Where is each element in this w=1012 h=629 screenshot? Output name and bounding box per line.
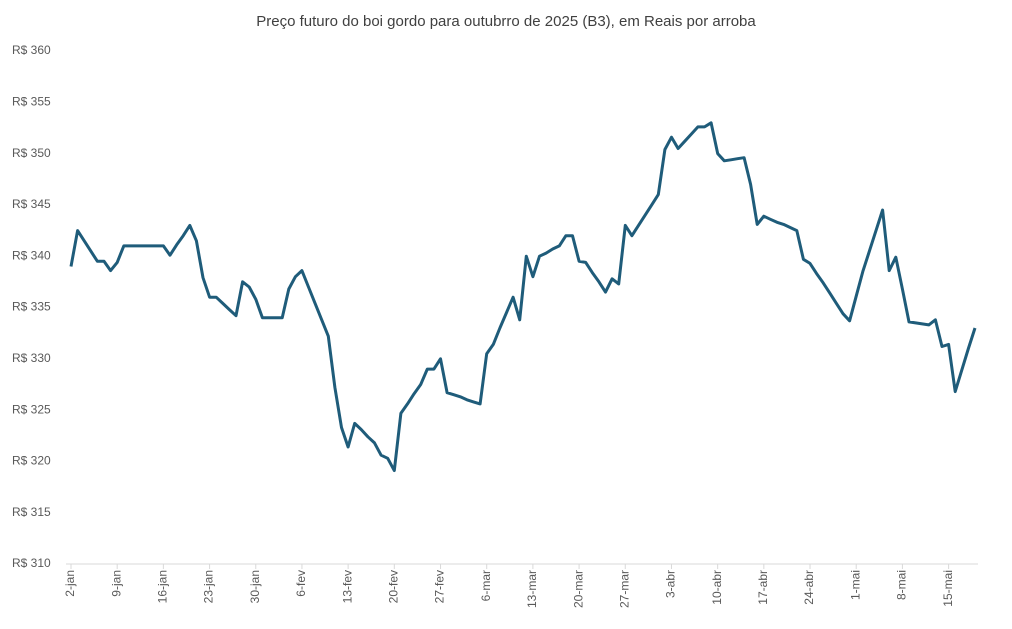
x-tick-label: 2-jan: [63, 570, 77, 597]
y-tick-label: R$ 315: [12, 505, 51, 519]
x-tick-label: 6-mar: [479, 570, 493, 601]
x-tick-label: 20-fev: [387, 570, 401, 603]
chart-title: Preço futuro do boi gordo para outubrro …: [256, 13, 756, 30]
x-tick-label: 8-mai: [895, 570, 909, 600]
y-tick-label: R$ 330: [12, 351, 51, 365]
y-tick-label: R$ 320: [12, 454, 51, 468]
x-tick-label: 15-mai: [941, 570, 955, 607]
y-tick-label: R$ 310: [12, 556, 51, 570]
x-tick-label: 20-mar: [571, 570, 585, 608]
x-tick-label: 9-jan: [109, 570, 123, 597]
x-tick-label: 13-mar: [525, 570, 539, 608]
y-tick-label: R$ 350: [12, 146, 51, 160]
x-tick-label: 27-fev: [433, 570, 447, 603]
x-tick-label: 24-abr: [802, 570, 816, 605]
y-tick-label: R$ 325: [12, 402, 51, 416]
x-tick-label: 17-abr: [756, 570, 770, 605]
x-tick-label: 1-mai: [848, 570, 862, 600]
y-tick-label: R$ 335: [12, 300, 51, 314]
y-tick-label: R$ 340: [12, 248, 51, 262]
x-tick-label: 27-mar: [617, 570, 631, 608]
y-tick-label: R$ 345: [12, 197, 51, 211]
line: [69, 121, 977, 473]
x-tick-label: 6-fev: [294, 570, 308, 597]
x-tick-label: 10-abr: [710, 570, 724, 605]
x-tick-label: 30-jan: [248, 570, 262, 603]
y-tick-label: R$ 360: [12, 43, 51, 57]
x-tick-label: 3-abr: [664, 570, 678, 598]
x-tick-label: 23-jan: [202, 570, 216, 603]
x-tick-label: 16-jan: [156, 570, 170, 603]
x-tick-label: 13-fev: [340, 570, 354, 603]
y-tick-label: R$ 355: [12, 94, 51, 108]
